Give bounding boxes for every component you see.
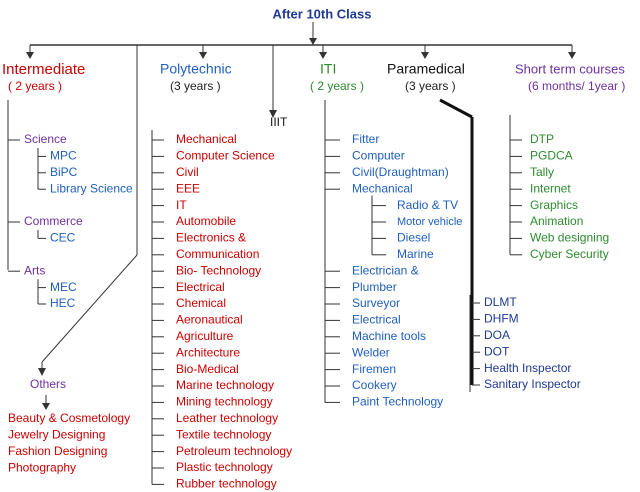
list-item: Rubber technology	[176, 477, 277, 491]
group-name: Arts	[24, 263, 45, 277]
list-item: Paint Technology	[352, 395, 443, 409]
branch-duration: (3 years )	[170, 79, 221, 93]
list-item: DOT	[484, 344, 510, 358]
list-item: Photography	[8, 460, 76, 474]
branch-heading: Short term courses	[515, 61, 625, 76]
list-item: Health Inspector	[484, 361, 571, 375]
list-item: Surveyor	[352, 296, 400, 310]
list-item: MPC	[50, 149, 77, 163]
list-item: Welder	[352, 345, 390, 359]
list-item: Electronics &	[176, 231, 246, 245]
list-item: Bio-Medical	[176, 362, 239, 376]
list-item: Marine technology	[176, 378, 274, 392]
list-item: Bio- Technology	[176, 263, 261, 277]
list-item: CEC	[50, 231, 76, 245]
list-item: Plumber	[352, 280, 397, 294]
sub-item: Radio & TV	[397, 198, 458, 212]
list-item: Mechanical	[176, 132, 237, 146]
list-item: DOA	[484, 328, 510, 342]
list-item: Plastic technology	[176, 460, 273, 474]
list-item: Machine tools	[352, 329, 426, 343]
list-item: Electrical	[176, 280, 225, 294]
list-item: Textile technology	[176, 427, 271, 441]
branch-heading: IIIT	[270, 115, 288, 129]
list-item: Fashion Designing	[8, 444, 107, 458]
list-item: Electrical	[352, 313, 401, 327]
list-item: Aeronautical	[176, 313, 243, 327]
list-item: IT	[176, 198, 187, 212]
branch-heading: ITI	[320, 61, 336, 77]
list-item: Animation	[530, 214, 583, 228]
branch-duration: (6 months/ 1year )	[528, 79, 625, 93]
list-item: BiPC	[50, 165, 78, 179]
list-item: Graphics	[530, 198, 578, 212]
list-item: DTP	[530, 132, 554, 146]
list-item: Computer	[352, 149, 405, 163]
list-item: Web designing	[530, 231, 609, 245]
list-item: Civil	[176, 165, 199, 179]
sub-item: Marine	[397, 247, 434, 261]
list-item: PGDCA	[530, 149, 573, 163]
branch-duration: (3 years )	[405, 79, 456, 93]
list-item: Agriculture	[176, 329, 234, 343]
list-item: Communication	[176, 247, 259, 261]
branch-duration: ( 2 years )	[310, 79, 364, 93]
list-item: Automobile	[176, 214, 236, 228]
list-item: Civil(Draughtman)	[352, 165, 449, 179]
group-name: Commerce	[24, 214, 83, 228]
list-item: Architecture	[176, 345, 240, 359]
list-item: Cookery	[352, 378, 397, 392]
list-item: MEC	[50, 280, 77, 294]
branch-duration: ( 2 years )	[8, 79, 62, 93]
list-item: Electrician &	[352, 263, 419, 277]
list-item: Mining technology	[176, 395, 273, 409]
list-item: DHFM	[484, 312, 519, 326]
list-item: Chemical	[176, 296, 226, 310]
branch-heading: Polytechnic	[160, 61, 232, 77]
list-item: HEC	[50, 296, 76, 310]
list-item: Leather technology	[176, 411, 278, 425]
list-item: Computer Science	[176, 149, 275, 163]
list-item: Cyber Security	[530, 247, 609, 261]
list-item: Beauty & Cosmetology	[8, 411, 130, 425]
list-item: Tally	[530, 165, 554, 179]
sub-item: Motor vehicle	[397, 216, 462, 228]
list-item: Petroleum technology	[176, 444, 292, 458]
group-name: Science	[24, 132, 67, 146]
list-item: Jewelry Designing	[8, 428, 105, 442]
arrowheads	[26, 38, 576, 410]
list-item: Firemen	[352, 362, 396, 376]
list-item: EEE	[176, 181, 200, 195]
connectors	[29, 22, 573, 405]
list-item: Mechanical	[352, 181, 413, 195]
title: After 10th Class	[273, 6, 372, 21]
list-item: DLMT	[484, 295, 517, 309]
branch-heading: Others	[30, 377, 66, 391]
list-item: Sanitary Inspector	[484, 377, 581, 391]
sub-item: Diesel	[397, 231, 430, 245]
list-item: Library Science	[50, 181, 133, 195]
list-item: Fitter	[352, 132, 379, 146]
list-item: Internet	[530, 181, 571, 195]
branch-heading: Paramedical	[387, 61, 465, 77]
branch-heading: Intermediate	[2, 61, 85, 78]
